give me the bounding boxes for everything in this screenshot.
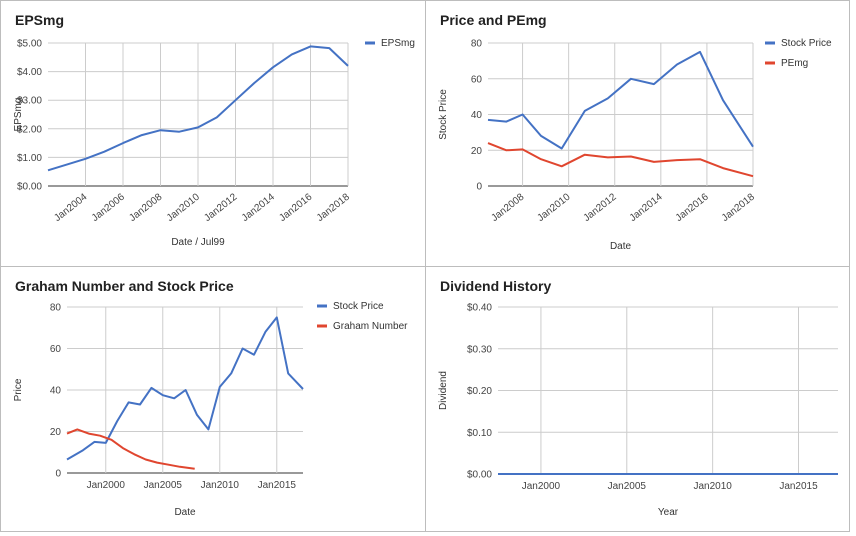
- price-pemg-chart-panel: Price and PEmg 0 20 40 60 80 Jan2008 Jan2010 Jan…: [425, 0, 850, 266]
- y-tick-label: 0: [476, 182, 482, 193]
- y-tick-label: $5.00: [17, 39, 42, 50]
- series-line: [487, 50, 754, 150]
- y-tick-label: $2.00: [17, 124, 42, 135]
- y-tick-label: 40: [50, 386, 62, 397]
- series-line: [66, 428, 195, 470]
- x-tick-label: Jan2000: [522, 481, 561, 492]
- x-tick-label: Jan2014: [240, 191, 277, 224]
- eps-chart: EPSmg $0.00 $1.00 $2.00 $3.00 $4.00 $5.00 Jan20…: [13, 12, 415, 248]
- graham-chart: Graham Number and Stock Price 0 20 40 60 80 Ja…: [13, 278, 408, 518]
- legend-label: Graham Number: [333, 321, 408, 332]
- x-tick-label: Jan2006: [90, 191, 127, 224]
- y-tick-label: 80: [471, 39, 483, 50]
- legend-label: Stock Price: [781, 38, 832, 49]
- dividend-chart: Dividend History $0.00 $0.10 $0.20 $0.30 $0.4…: [438, 278, 838, 518]
- chart-title: EPSmg: [15, 12, 64, 28]
- x-tick-label: Jan2015: [258, 480, 297, 491]
- y-tick-label: $0.00: [17, 182, 42, 193]
- legend-label: Stock Price: [333, 301, 384, 312]
- x-tick-label: Jan2016: [674, 191, 711, 224]
- chart-title: Price and PEmg: [440, 12, 547, 28]
- y-axis-title: EPSmg: [13, 98, 24, 132]
- x-tick-label: Jan2005: [144, 480, 183, 491]
- y-tick-label: $0.40: [467, 303, 492, 314]
- x-tick-label: Jan2008: [127, 191, 164, 224]
- y-axis-title: Dividend: [438, 371, 449, 410]
- x-tick-label: Jan2000: [87, 480, 126, 491]
- y-tick-label: 80: [50, 303, 62, 314]
- x-tick-label: Jan2015: [779, 481, 818, 492]
- chart-title: Graham Number and Stock Price: [15, 278, 234, 294]
- y-tick-label: 20: [50, 427, 62, 438]
- y-tick-label: 40: [471, 110, 483, 121]
- x-tick-label: Jan2010: [535, 191, 572, 224]
- y-tick-label: 60: [50, 344, 62, 355]
- y-tick-label: 20: [471, 146, 483, 157]
- y-tick-label: $0.30: [467, 344, 492, 355]
- x-tick-label: Jan2008: [489, 191, 526, 224]
- x-tick-label: Jan2012: [202, 191, 239, 224]
- x-axis-title: Date: [610, 241, 632, 252]
- y-tick-label: $0.10: [467, 428, 492, 439]
- legend-label: PEmg: [781, 58, 808, 69]
- x-tick-label: Jan2010: [165, 191, 202, 224]
- series-line: [66, 316, 304, 461]
- x-tick-label: Jan2010: [693, 481, 732, 492]
- chart-title: Dividend History: [440, 278, 551, 294]
- x-tick-label: Jan2010: [201, 480, 240, 491]
- graham-chart-panel: Graham Number and Stock Price 0 20 40 60 80 Ja…: [0, 266, 425, 532]
- x-tick-label: Jan2018: [720, 191, 757, 224]
- y-tick-label: $0.20: [467, 386, 492, 397]
- x-tick-label: Jan2012: [582, 191, 619, 224]
- x-tick-label: Jan2005: [608, 481, 647, 492]
- series-line: [487, 142, 754, 178]
- y-tick-label: 60: [471, 74, 483, 85]
- y-tick-label: $0.00: [467, 470, 492, 481]
- x-axis-title: Date: [174, 507, 196, 518]
- y-tick-label: $1.00: [17, 153, 42, 164]
- y-tick-label: $3.00: [17, 96, 42, 107]
- y-axis-title: Stock Price: [438, 89, 449, 140]
- eps-chart-panel: EPSmg $0.00 $1.00 $2.00 $3.00 $4.00 $5.00 Jan20…: [0, 0, 425, 266]
- price-pemg-chart: Price and PEmg 0 20 40 60 80 Jan2008 Jan2010 Jan…: [438, 12, 832, 252]
- dividend-chart-panel: Dividend History $0.00 $0.10 $0.20 $0.30 $0.4…: [425, 266, 850, 532]
- y-tick-label: 0: [55, 469, 61, 480]
- legend-label: EPSmg: [381, 38, 415, 49]
- x-tick-label: Jan2004: [52, 191, 89, 224]
- x-tick-label: Jan2016: [277, 191, 314, 224]
- x-tick-label: Jan2014: [628, 191, 665, 224]
- x-axis-title: Date / Jul99: [171, 237, 225, 248]
- y-axis-title: Price: [13, 378, 24, 401]
- x-axis-title: Year: [658, 507, 679, 518]
- x-tick-label: Jan2018: [315, 191, 352, 224]
- series-line: [47, 45, 349, 172]
- y-tick-label: $4.00: [17, 67, 42, 78]
